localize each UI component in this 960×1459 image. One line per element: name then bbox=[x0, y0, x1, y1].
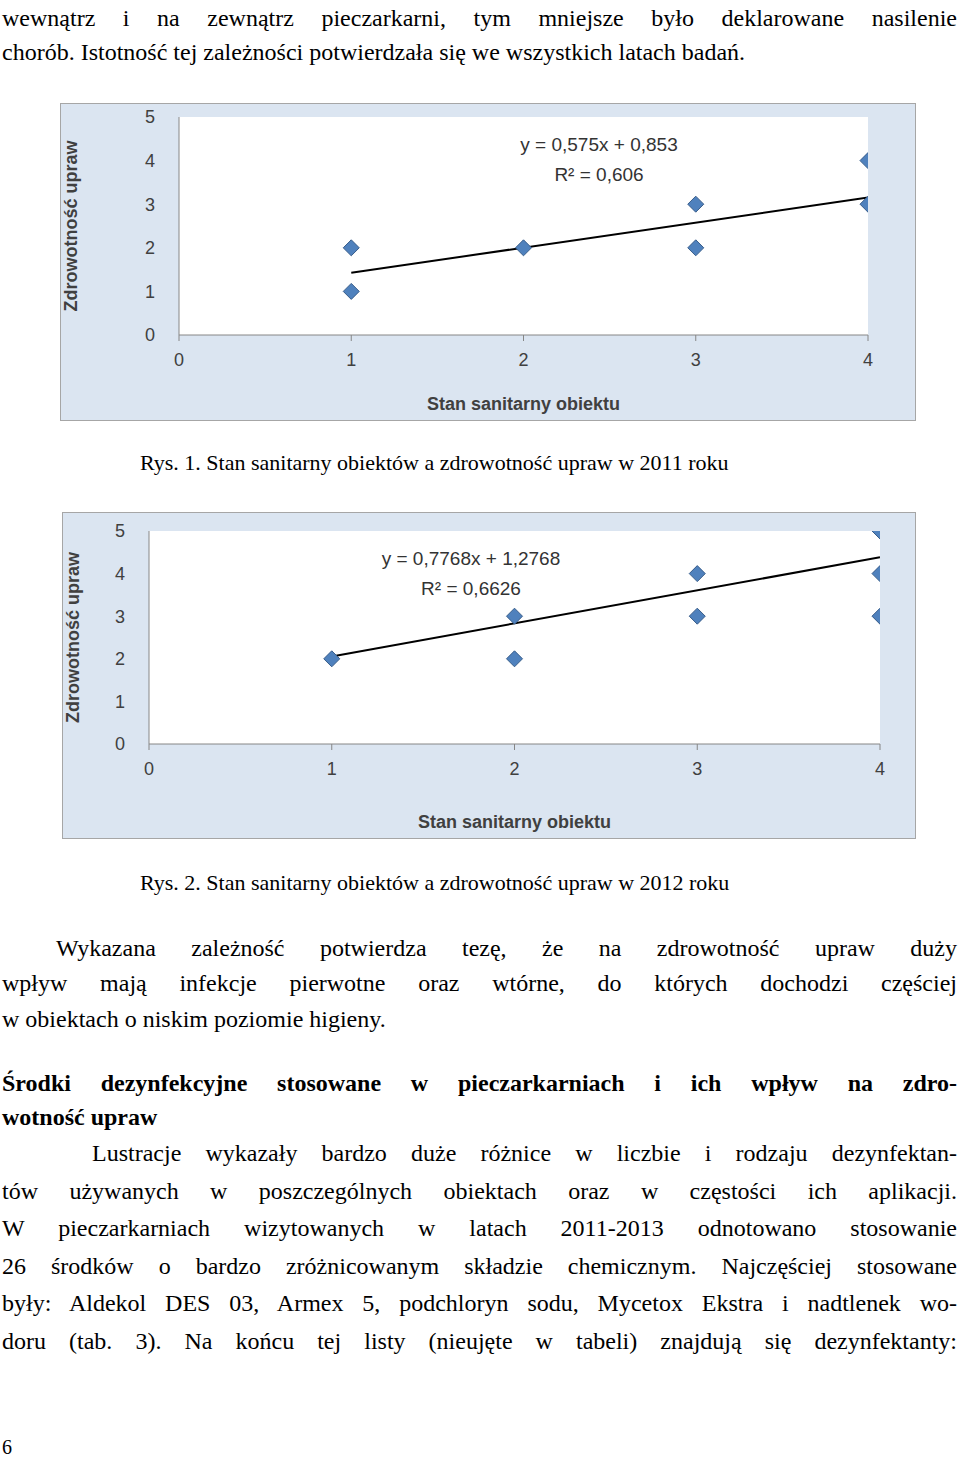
html-text:R² = 0,6626: R² = 0,6626 bbox=[421, 578, 521, 599]
svg-text:Stan sanitarny obiektu: Stan sanitarny obiektu bbox=[427, 394, 620, 414]
svg-text:4: 4 bbox=[863, 350, 873, 370]
html-text:Rys. 1. Stan sanitarny obiektó: Rys. 1. Stan sanitarny obiektów a zdrowo… bbox=[140, 450, 729, 475]
html-text:y = 0,7768x + 1,2768: y = 0,7768x + 1,2768 bbox=[381, 548, 561, 569]
svg-text:3: 3 bbox=[145, 195, 155, 215]
html-text:Rys. 2. Stan sanitarny obiektó: Rys. 2. Stan sanitarny obiektów a zdrowo… bbox=[140, 870, 730, 895]
html-text:w obiektach o niskim poziomie: w obiektach o niskim poziomie higieny. bbox=[2, 1006, 386, 1032]
html-text:Wykazana zależność potwierdza: Wykazana zależność potwierdza tezę, że n… bbox=[56, 935, 957, 961]
svg-text:0: 0 bbox=[144, 759, 154, 779]
svg-text:5: 5 bbox=[115, 521, 125, 541]
svg-text:0: 0 bbox=[174, 350, 184, 370]
svg-text:Stan sanitarny obiektu: Stan sanitarny obiektu bbox=[418, 812, 611, 832]
svg-text:1: 1 bbox=[327, 759, 337, 779]
html-text:Środki dezynfekcyjne stosowane: Środki dezynfekcyjne stosowane w pieczar… bbox=[2, 1070, 957, 1096]
svg-text:1: 1 bbox=[346, 350, 356, 370]
html-text:wewnątrz i na zewnątrz pieczar: wewnątrz i na zewnątrz pieczarkarni, tym… bbox=[2, 5, 957, 31]
svg-text:3: 3 bbox=[691, 350, 701, 370]
svg-text:2: 2 bbox=[509, 759, 519, 779]
svg-text:0: 0 bbox=[115, 734, 125, 754]
html-text:doru (tab. 3). Na końcu tej li: doru (tab. 3). Na końcu tej listy (nieuj… bbox=[2, 1328, 957, 1354]
svg-text:0: 0 bbox=[145, 325, 155, 345]
svg-text:3: 3 bbox=[115, 607, 125, 627]
html-text:Lustracje wykazały bardzo duże: Lustracje wykazały bardzo duże różnice w… bbox=[92, 1140, 957, 1166]
svg-text:5: 5 bbox=[145, 107, 155, 127]
html-text:W pieczarkarniach wizytowanych: W pieczarkarniach wizytowanych w latach … bbox=[2, 1215, 957, 1241]
html-text:R² = 0,606: R² = 0,606 bbox=[554, 164, 644, 185]
svg-text:4: 4 bbox=[145, 151, 155, 171]
svg-text:2: 2 bbox=[115, 649, 125, 669]
html-text:wpływ mają infekcje pierwotne: wpływ mają infekcje pierwotne oraz wtórn… bbox=[2, 970, 957, 996]
svg-text:Zdrowotność upraw: Zdrowotność upraw bbox=[61, 140, 81, 312]
html-text:wotność upraw: wotność upraw bbox=[2, 1104, 158, 1130]
svg-text:4: 4 bbox=[875, 759, 885, 779]
svg-text:4: 4 bbox=[115, 564, 125, 584]
html-text:były: Aldekol DES 03, Armex 5,: były: Aldekol DES 03, Armex 5, podchlory… bbox=[2, 1290, 957, 1316]
svg-text:2: 2 bbox=[518, 350, 528, 370]
html-text:26 środków o bardzo zróżnicowa: 26 środków o bardzo zróżnicowanym składz… bbox=[2, 1253, 957, 1279]
html-text:y = 0,575x + 0,853: y = 0,575x + 0,853 bbox=[520, 134, 678, 155]
svg-text:1: 1 bbox=[115, 692, 125, 712]
svg-text:Zdrowotność upraw: Zdrowotność upraw bbox=[63, 551, 83, 723]
svg-text:3: 3 bbox=[692, 759, 702, 779]
html-text:6: 6 bbox=[2, 1436, 12, 1458]
html-text:chorób. Istotność tej zależnoś: chorób. Istotność tej zależności potwier… bbox=[2, 39, 746, 65]
svg-text:2: 2 bbox=[145, 238, 155, 258]
svg-text:1: 1 bbox=[145, 282, 155, 302]
html-text:tów używanych w poszczególnych: tów używanych w poszczególnych obiektach… bbox=[2, 1178, 957, 1204]
